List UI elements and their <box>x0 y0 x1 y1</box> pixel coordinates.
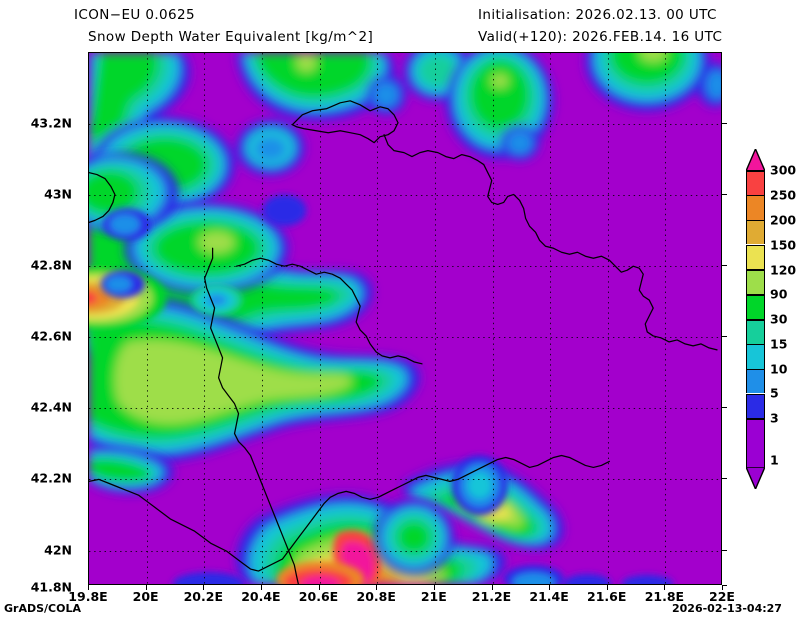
xtick-label: 20.6E <box>298 589 339 604</box>
valid-time-label: Valid(+120): 2026.FEB.14. 16 UTC <box>478 29 723 45</box>
xtick-label: 21.8E <box>644 589 685 604</box>
field-title: Snow Depth Water Equivalent [kg/m^2] <box>88 29 374 45</box>
xtick-label: 20E <box>132 589 159 604</box>
xtick-label: 21.4E <box>529 589 569 604</box>
xtick-label: 20.2E <box>183 589 223 604</box>
ytick-label: 43.2N <box>30 115 72 131</box>
colorbar-tick-label: 30 <box>770 311 788 327</box>
initialisation-label: Initialisation: 2026.02.13. 00 UTC <box>478 7 717 23</box>
colorbar-tick-label: 300 <box>770 162 797 178</box>
colorbar-tick-label: 200 <box>770 212 797 228</box>
colorbar-tick-label: 90 <box>770 286 788 302</box>
xtick-label: 19.8E <box>68 589 108 604</box>
xtick-label: 22E <box>709 589 735 604</box>
colorbar-over-arrow <box>744 147 767 172</box>
xtick-label: 20.4E <box>241 589 281 604</box>
snow-depth-raster <box>89 53 721 584</box>
ytick-label: 42.4N <box>30 399 72 415</box>
colorbar-tick-label: 1 <box>770 452 779 468</box>
colorbar-tick-label: 120 <box>770 262 797 278</box>
colorbar-tick-label: 5 <box>770 385 779 401</box>
ytick-label: 43N <box>44 186 72 202</box>
ytick-label: 42.2N <box>30 470 72 486</box>
generated-timestamp: 2026-02-13-04:27 <box>672 602 782 615</box>
xtick-label: 21.6E <box>586 589 627 604</box>
model-label: ICON−EU 0.0625 <box>74 7 195 23</box>
colorbar[interactable] <box>746 170 765 468</box>
xtick-label: 20.8E <box>356 589 396 604</box>
colorbar-tick-label: 15 <box>770 336 788 352</box>
map-plot-area[interactable] <box>88 52 722 585</box>
colorbar-tick-label: 10 <box>770 361 788 377</box>
xtick-label: 21E <box>420 589 447 604</box>
colorbar-tick-label: 3 <box>770 410 779 426</box>
colorbar-tick-label: 250 <box>770 187 797 203</box>
ytick-label: 42.6N <box>30 328 72 344</box>
ytick-label: 42.8N <box>30 257 72 273</box>
colorbar-tick-label: 150 <box>770 237 797 253</box>
ytick-label: 42N <box>44 542 72 557</box>
xtick-label: 21.2E <box>471 589 512 604</box>
attribution-label: GrADS/COLA <box>4 602 81 615</box>
colorbar-under-arrow <box>744 466 767 491</box>
ytick-label: 41.8N <box>30 579 72 595</box>
